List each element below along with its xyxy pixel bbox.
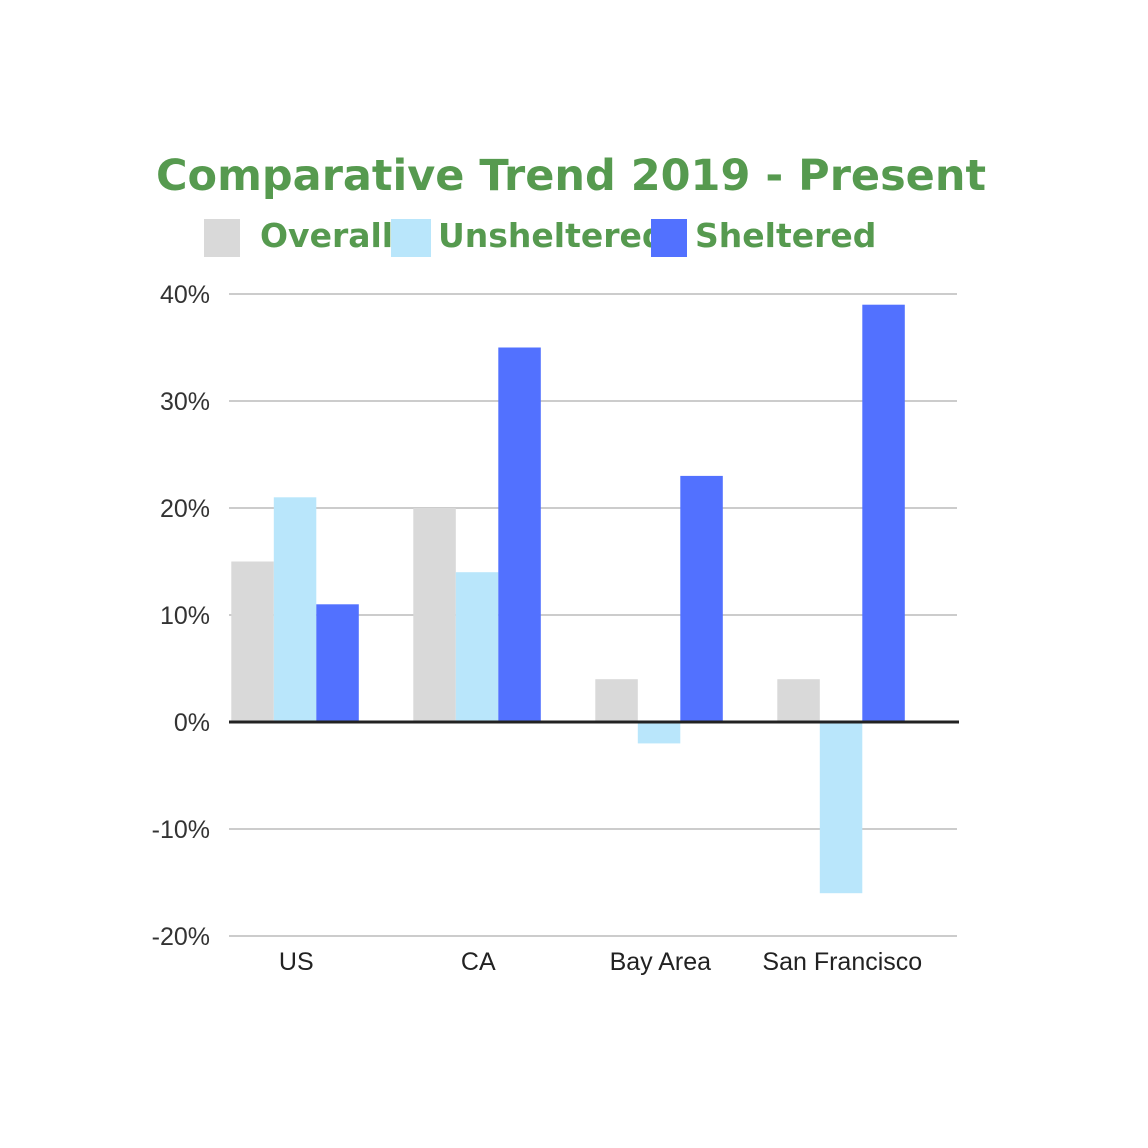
bar-us-sheltered	[316, 604, 359, 722]
bar-bay-area-unsheltered	[637, 722, 681, 744]
bar-us-unsheltered	[273, 497, 317, 722]
y-tick-label: 0%	[174, 709, 210, 737]
bar-us-overall	[231, 561, 274, 722]
y-tick-label: 40%	[160, 281, 210, 309]
y-tick-label: 30%	[160, 388, 210, 416]
bar-ca-overall	[413, 508, 456, 722]
legend-swatch-unsheltered	[391, 219, 431, 257]
y-tick-label: -10%	[152, 816, 210, 844]
y-tick-label: 20%	[160, 495, 210, 523]
bar-bay-area-sheltered	[680, 475, 723, 722]
bar-san-francisco-overall	[777, 679, 820, 722]
bar-ca-sheltered	[498, 347, 541, 722]
bar-ca-unsheltered	[455, 572, 499, 722]
chart-title: Comparative Trend 2019 - Present	[156, 151, 986, 201]
y-axis: 40% 30% 20% 10% 0% -10% -20%	[152, 281, 210, 951]
legend: Overall Unsheltered Sheltered	[204, 216, 876, 257]
bar-san-francisco-unsheltered	[819, 722, 863, 894]
x-tick-label-us: US	[279, 948, 314, 976]
y-tick-label: 10%	[160, 602, 210, 630]
y-tick-label: -20%	[152, 923, 210, 951]
legend-label-overall: Overall	[260, 216, 393, 255]
legend-label-sheltered: Sheltered	[695, 216, 876, 255]
x-tick-label-ca: CA	[461, 948, 496, 976]
x-tick-label-bay-area: Bay Area	[610, 948, 712, 976]
bar-bay-area-overall	[595, 679, 638, 722]
bar-san-francisco-sheltered	[862, 304, 905, 722]
legend-label-unsheltered: Unsheltered	[438, 216, 666, 255]
legend-swatch-overall	[204, 219, 240, 257]
x-axis: US CA Bay Area San Francisco	[279, 948, 922, 976]
x-tick-label-san-francisco: San Francisco	[762, 948, 922, 976]
bars	[231, 304, 905, 894]
legend-swatch-sheltered	[651, 219, 687, 257]
